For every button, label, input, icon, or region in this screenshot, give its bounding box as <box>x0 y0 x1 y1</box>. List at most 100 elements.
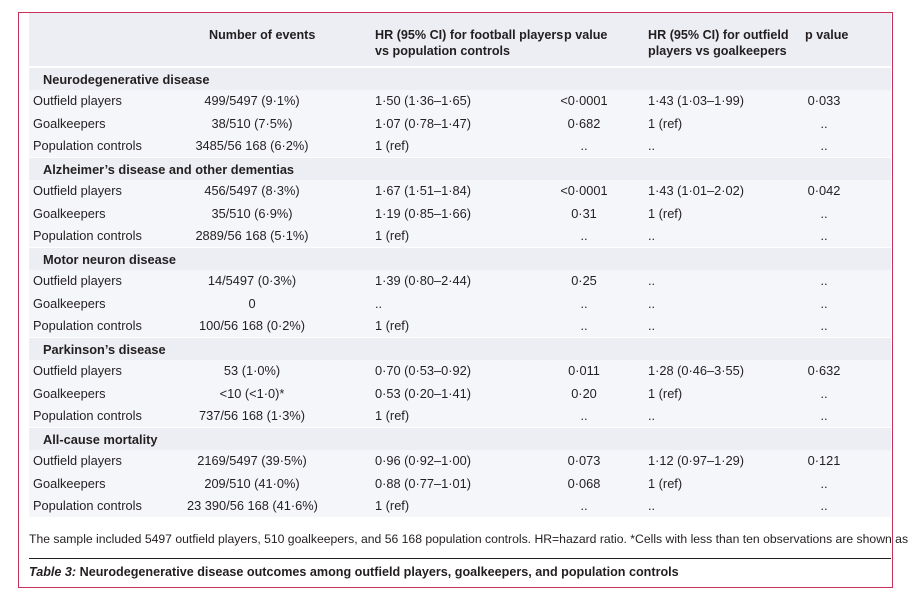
row-label: Goalkeepers <box>33 295 106 311</box>
p-value-football-cell: <0·0001 <box>560 93 608 108</box>
hr-outfield-cell: 1·12 (0·97–1·29) <box>648 453 745 468</box>
p-value-football-cell: .. <box>580 295 588 311</box>
p-value-football-cell: 0·25 <box>571 273 597 288</box>
hr-football-cell: 1 (ref) <box>375 138 410 153</box>
group-title: Parkinson’s disease <box>43 342 166 357</box>
events-cell: 2889/56 168 (5·1%) <box>195 228 309 243</box>
hr-outfield-cell: .. <box>648 318 656 333</box>
hr-football-cell: 1 (ref) <box>375 228 410 243</box>
hr-football-cell: 1·07 (0·78–1·47) <box>375 115 472 131</box>
header-p-value-2: p value <box>805 28 849 42</box>
hr-outfield-cell: 1·28 (0·46–3·55) <box>648 363 745 378</box>
row-label: Outfield players <box>33 93 122 108</box>
group-title: Alzheimer’s disease and other dementias <box>43 162 295 177</box>
events-cell: 100/56 168 (0·2%) <box>199 318 305 333</box>
events-cell: 0 <box>248 295 256 311</box>
group-band <box>29 360 891 427</box>
header-events: Number of events <box>209 28 316 42</box>
hr-outfield-cell: .. <box>648 273 656 288</box>
hr-outfield-cell: 1 (ref) <box>648 475 683 491</box>
p-value-outfield-cell: .. <box>820 138 828 153</box>
row-label: Goalkeepers <box>33 475 106 491</box>
row-label: Goalkeepers <box>33 205 106 221</box>
p-value-outfield-cell: 0·632 <box>807 363 841 378</box>
group-header: Neurodegenerative disease <box>29 68 891 90</box>
p-value-football-cell: 0·31 <box>571 205 597 221</box>
events-cell: 38/510 (7·5%) <box>211 115 293 131</box>
header-hr-football-line2: vs population controls <box>375 44 511 58</box>
row-label: Population controls <box>33 408 142 423</box>
group-header: Parkinson’s disease <box>29 338 891 360</box>
row-label: Goalkeepers <box>33 115 106 131</box>
events-cell: 209/510 (41·0%) <box>204 475 300 491</box>
row-label: Goalkeepers <box>33 385 106 401</box>
row-label: Population controls <box>33 138 142 153</box>
p-value-football-cell: 0·011 <box>568 363 600 378</box>
row-label: Outfield players <box>33 273 122 288</box>
p-value-football-cell: 0·682 <box>567 115 601 131</box>
hr-football-cell: 0·96 (0·92–1·00) <box>375 453 472 468</box>
p-value-outfield-cell: .. <box>820 498 828 513</box>
hr-outfield-cell: 1·43 (1·01–2·02) <box>648 183 745 198</box>
hr-outfield-cell: 1 (ref) <box>648 205 683 221</box>
row-label: Population controls <box>33 498 142 513</box>
hr-football-cell: 1·39 (0·80–2·44) <box>375 273 472 288</box>
header-p-value-1: p value <box>564 28 608 42</box>
p-value-outfield-cell: 0·121 <box>807 453 841 468</box>
hr-football-cell: 1 (ref) <box>375 408 410 423</box>
p-value-outfield-cell: .. <box>820 408 828 423</box>
events-cell: 2169/5497 (39·5%) <box>197 453 307 468</box>
row-label: Population controls <box>33 228 142 243</box>
p-value-outfield-cell: 0·033 <box>807 93 841 108</box>
hr-football-cell: 1·50 (1·36–1·65) <box>375 93 472 108</box>
p-value-outfield-cell: .. <box>820 475 828 491</box>
header-hr-football-line1: HR (95% CI) for football players <box>375 28 564 42</box>
hr-outfield-cell: .. <box>648 408 656 423</box>
events-cell: 3485/56 168 (6·2%) <box>195 138 309 153</box>
p-value-football-cell: .. <box>580 228 588 243</box>
events-cell: 737/56 168 (1·3%) <box>199 408 305 423</box>
row-label: Outfield players <box>33 363 122 378</box>
row-label: Population controls <box>33 318 142 333</box>
events-cell: 35/510 (6·9%) <box>211 205 293 221</box>
table-footnote: The sample included 5497 outfield player… <box>29 532 912 546</box>
p-value-football-cell: .. <box>580 408 588 423</box>
p-value-football-cell: <0·0001 <box>560 183 608 198</box>
row-label: Outfield players <box>33 453 122 468</box>
hr-football-cell: 1 (ref) <box>375 318 410 333</box>
hr-football-cell: 1 (ref) <box>375 498 410 513</box>
caption-divider <box>29 558 891 559</box>
group-header: Alzheimer’s disease and other dementias <box>29 158 891 180</box>
events-cell: 23 390/56 168 (41·6%) <box>187 498 318 513</box>
p-value-football-cell: 0·068 <box>567 475 601 491</box>
group-band <box>29 270 891 337</box>
p-value-outfield-cell: .. <box>820 295 828 311</box>
events-cell: <10 (<1·0)* <box>219 385 285 401</box>
table-frame: Number of events HR (95% CI) for footbal… <box>18 12 912 588</box>
events-cell: 499/5497 (9·1%) <box>204 93 300 108</box>
p-value-outfield-cell: .. <box>820 273 828 288</box>
row-label: Outfield players <box>33 183 122 198</box>
caption-table-label: Table 3: <box>29 565 77 579</box>
events-cell: 14/5497 (0·3%) <box>207 273 297 288</box>
group-title: Neurodegenerative disease <box>43 72 210 87</box>
p-value-football-cell: 0·073 <box>567 453 601 468</box>
p-value-outfield-cell: .. <box>820 318 828 333</box>
p-value-outfield-cell: .. <box>820 385 828 401</box>
p-value-football-cell: .. <box>580 138 588 153</box>
hr-football-cell: 0·53 (0·20–1·41) <box>375 385 472 401</box>
hr-football-cell: 0·88 (0·77–1·01) <box>375 475 472 491</box>
events-cell: 53 (1·0%) <box>223 363 281 378</box>
p-value-football-cell: .. <box>580 498 588 513</box>
hr-football-cell: 0·70 (0·53–0·92) <box>375 363 472 378</box>
header-hr-outfield-line2: players vs goalkeepers <box>648 44 787 58</box>
group-title: All-cause mortality <box>43 432 158 447</box>
header-hr-outfield-line1: HR (95% CI) for outfield <box>648 28 789 42</box>
table-caption: Table 3: Neurodegenerative disease outco… <box>29 565 679 579</box>
group-title: Motor neuron disease <box>43 252 176 267</box>
hr-outfield-cell: .. <box>648 295 656 311</box>
p-value-outfield-cell: 0·042 <box>807 183 841 198</box>
group-band <box>29 90 891 157</box>
p-value-outfield-cell: .. <box>820 115 828 131</box>
group-band <box>29 450 891 517</box>
